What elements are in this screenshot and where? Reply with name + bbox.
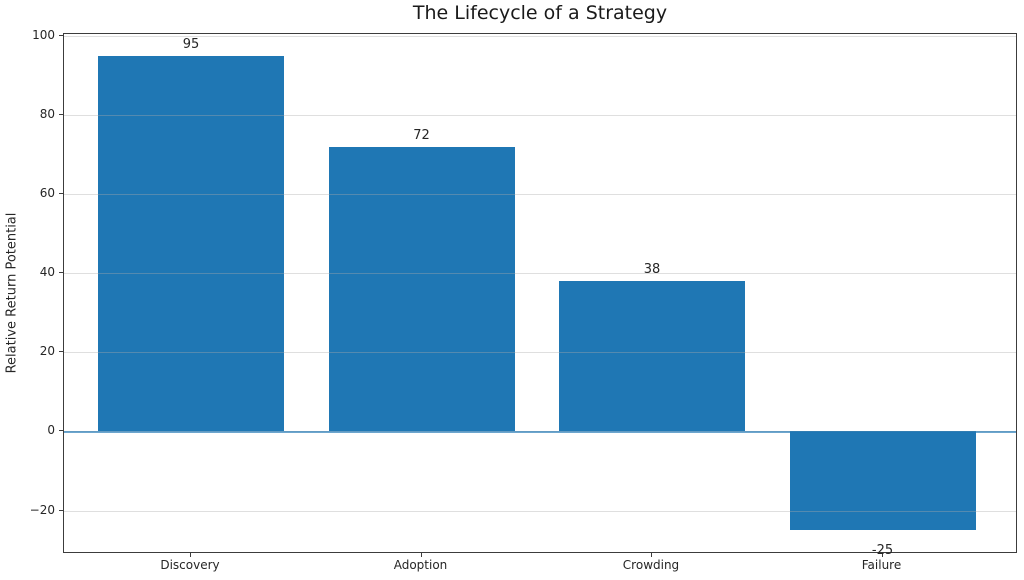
y-tick-mark: [59, 430, 63, 432]
y-tick-mark: [59, 34, 63, 36]
plot-area: 95 72 38 -25: [63, 33, 1017, 558]
gridline-y-20: [64, 352, 1016, 354]
y-tick-label: 60: [39, 186, 55, 201]
y-tick-mark: [59, 351, 63, 353]
y-tick-label: 40: [39, 265, 55, 280]
chart-title: The Lifecycle of a Strategy: [412, 2, 668, 24]
gridline-y-100: [64, 35, 1016, 37]
bar-adoption: [328, 146, 515, 432]
bar-crowding: [559, 281, 745, 432]
bar-value-label: 95: [182, 36, 200, 52]
gridline-y-40: [64, 273, 1016, 275]
y-tick-mark: [59, 114, 63, 116]
x-tick-mark: [420, 553, 422, 557]
gridline-y-60: [64, 194, 1016, 196]
y-tick-label: 20: [39, 344, 55, 359]
x-tick-label-crowding: Crowding: [622, 558, 680, 572]
x-tick-label-discovery: Discovery: [160, 558, 220, 572]
gridline-y-80: [64, 115, 1016, 117]
y-tick-label: 0: [47, 423, 55, 438]
y-tick-mark: [59, 509, 63, 511]
gridline-y--20: [64, 510, 1016, 512]
bar-value-label: 38: [643, 262, 661, 278]
x-tick-mark: [651, 553, 652, 557]
x-tick-label-adoption: Adoption: [393, 558, 448, 572]
bar-failure: [789, 431, 976, 531]
y-tick-mark: [59, 193, 63, 195]
x-tick-mark: [881, 553, 883, 557]
y-tick-label: 80: [39, 107, 55, 122]
bar-discovery: [98, 55, 284, 432]
y-tick-mark: [59, 272, 63, 274]
x-tick-label-failure: Failure: [861, 558, 902, 572]
bar-value-label: -25: [871, 543, 894, 559]
bar-value-label: 72: [413, 127, 430, 143]
zero-line: [64, 430, 1016, 433]
y-tick-label: 100: [32, 27, 55, 42]
x-tick-mark: [190, 553, 191, 557]
y-tick-label: −20: [29, 502, 55, 517]
